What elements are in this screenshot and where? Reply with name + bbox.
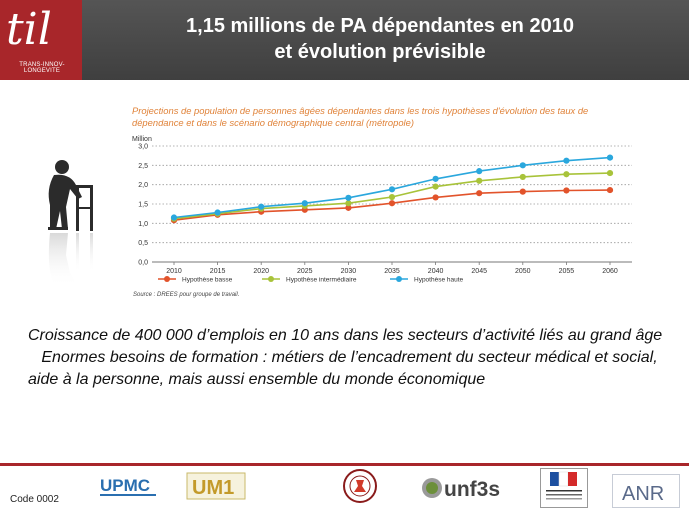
x-axis-ticks: 2010 2015 2020 2025 2030 2035 2040 2045 2050 2055… (166, 262, 618, 275)
projection-line-chart: Million 0,00,51,01,52,02,53,0 2010 2015 20… (132, 136, 632, 298)
y-axis-ticks: 0,0 0,5 1,0 1,5 2,0 2,5 3,0 (138, 144, 148, 267)
unf3s-logo-text: unf3s (444, 478, 500, 501)
y-tick-label: 1,0 (138, 221, 148, 228)
slide-title-line2: et évolution prévisible (274, 41, 486, 63)
data-point (476, 190, 483, 197)
data-point (606, 186, 614, 194)
data-point (432, 183, 439, 190)
y-tick-label: 3,0 (138, 144, 148, 151)
upmc-logo-text: UPMC (100, 476, 150, 495)
body-paragraph-2: Enormes besoins de formation : métiers d… (28, 347, 668, 391)
x-tick-label: 2055 (559, 268, 575, 275)
slide-code: Code 0002 (10, 494, 59, 505)
data-point (476, 168, 483, 175)
legend-swatch-dot (268, 276, 274, 282)
slide-title: 1,15 millions de PA dépendantes en 2010 … (90, 13, 670, 65)
slide-header: til TRANS-INNOV-LONGEVITE 1,15 millions … (0, 0, 689, 80)
data-point (345, 194, 352, 201)
data-point (301, 200, 308, 207)
data-point (258, 203, 265, 210)
x-tick-label: 2060 (602, 268, 618, 275)
legend-label: Hypothèse basse (182, 277, 233, 284)
body-paragraph-2-text: Enormes besoins de formation : métiers d… (28, 349, 658, 388)
data-point (519, 188, 526, 195)
x-tick-label: 2045 (471, 268, 487, 275)
data-point (432, 194, 439, 201)
legend-swatch-dot (164, 276, 170, 282)
chart-title: Projections de population de personnes â… (132, 105, 589, 128)
data-point (519, 162, 526, 169)
series-points (170, 154, 614, 224)
body-paragraph-1: Croissance de 400 000 d’emplois en 10 an… (28, 327, 663, 344)
um1-logo: UM1 (186, 472, 246, 500)
slide-title-line1: 1,15 millions de PA dépendantes en 2010 (186, 15, 574, 37)
data-point (432, 175, 439, 182)
chart-legend: Hypothèse basse Hypothèse intermédiaire Hy… (158, 276, 464, 284)
legend-label: Hypothèse intermédiaire (286, 277, 357, 284)
y-tick-label: 0,0 (138, 260, 148, 267)
x-tick-label: 2025 (297, 268, 313, 275)
x-tick-label: 2010 (166, 268, 182, 275)
til-logo-subtitle: TRANS-INNOV-LONGEVITE (19, 62, 65, 74)
legend-label: Hypothèse haute (414, 277, 464, 284)
um1-logo-text: UM1 (192, 477, 234, 499)
y-tick-label: 1,5 (138, 202, 148, 209)
y-axis-label: Million (132, 136, 152, 143)
data-point (563, 157, 570, 164)
unf3s-logo: unf3s (422, 478, 500, 501)
data-point (476, 177, 483, 184)
data-point (388, 186, 396, 193)
x-tick-label: 2015 (210, 268, 226, 275)
anr-logo: ANR (612, 474, 680, 508)
data-point (563, 187, 570, 194)
data-point (606, 169, 614, 177)
footer-divider (0, 463, 689, 466)
legend-swatch-dot (396, 276, 402, 282)
til-logo-text: til (6, 4, 52, 55)
republique-francaise-logo (540, 468, 588, 508)
data-point (170, 214, 178, 221)
data-point (563, 171, 570, 178)
y-tick-label: 0,5 (138, 240, 148, 247)
x-tick-label: 2035 (384, 268, 400, 275)
anr-logo-text: ANR (622, 483, 664, 505)
chart-source: Source : DREES pour groupe de travail. (133, 292, 239, 298)
data-point (388, 200, 396, 207)
upmc-logo: UPMC (100, 476, 156, 496)
x-tick-label: 2020 (253, 268, 269, 275)
y-tick-label: 2,5 (138, 163, 148, 170)
data-point (388, 193, 396, 201)
data-point (345, 200, 352, 207)
x-tick-label: 2040 (428, 268, 444, 275)
til-logo: til TRANS-INNOV-LONGEVITE (0, 0, 82, 80)
x-tick-label: 2030 (341, 268, 357, 275)
elderly-walker-icon (48, 160, 93, 287)
data-point (519, 173, 526, 181)
university-seal-logo (343, 469, 377, 503)
x-tick-label: 2050 (515, 268, 531, 275)
y-tick-label: 2,0 (138, 182, 148, 189)
data-point (214, 209, 221, 216)
slide-body: Croissance de 400 000 d’emplois en 10 an… (28, 325, 668, 391)
data-point (345, 204, 352, 211)
data-point (606, 154, 614, 161)
